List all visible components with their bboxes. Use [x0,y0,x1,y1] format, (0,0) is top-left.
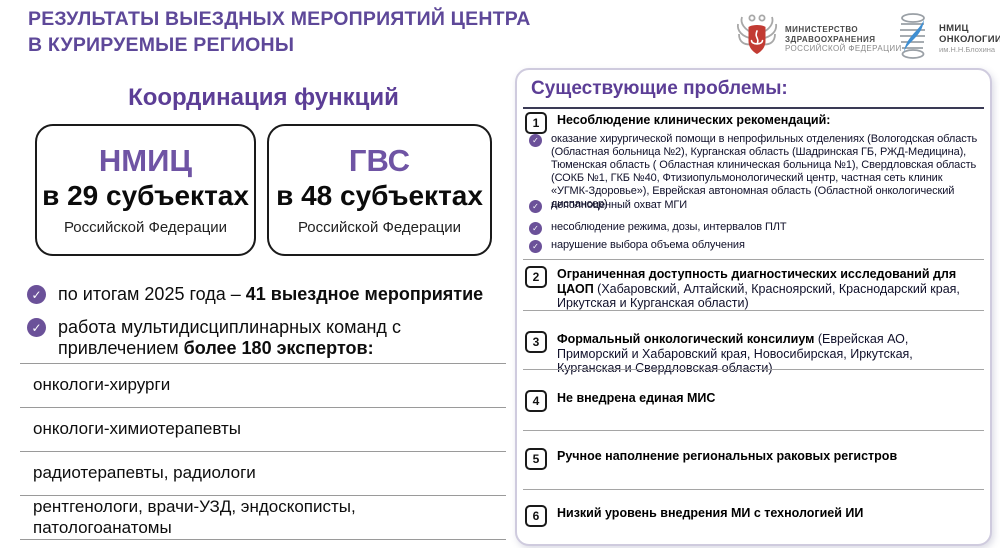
problems-heading: Существующие проблемы: [531,78,788,99]
card-gvs: ГВС в 48 субъектах Российской Федерации [267,124,492,256]
problem-item-3: 3 Формальный онкологический консилиум (Е… [525,331,980,376]
problem-6-bold: Низкий уровень внедрения МИ с технологие… [557,506,864,520]
nmic-line1: НМИЦ [939,22,969,34]
card-nmic: НМИЦ в 29 субъектах Российской Федерации [35,124,256,256]
problem-3-text: Формальный онкологический консилиум (Евр… [557,331,980,376]
card-nmic-org: НМИЦ [98,142,193,178]
nmic-line3: им.Н.Н.Блохина [939,45,996,55]
coordination-heading: Координация функций [128,84,399,111]
bullet-experts: ✓ работа мультидисциплинарных команд с п… [27,317,492,359]
bullet-experts-bold: более 180 экспертов: [183,338,374,358]
heading-divider [523,107,984,109]
problems-panel: Существующие проблемы: 1 Несоблюдение кл… [515,68,992,546]
problem-number-badge: 4 [525,390,547,412]
problem-item-1: 1 Несоблюдение клинических рекомендаций: [525,112,980,134]
specialist-row: онкологи-химиотерапевты [20,408,506,452]
problem-2-bold: Ограниченная доступность диагностических… [557,267,957,296]
checkmark-icon: ✓ [27,318,46,337]
bullet-events-text: по итогам 2025 года – 41 выездное меропр… [58,284,483,305]
problem-6-text: Низкий уровень внедрения МИ с технологие… [557,505,863,521]
specialist-row: рентгенологи, врачи-УЗД, эндоскописты, п… [20,496,506,540]
problem-2-text: Ограниченная доступность диагностических… [557,266,980,311]
checkmark-icon: ✓ [529,134,542,147]
nmic-logo: НМИЦ ОНКОЛОГИИ им.Н.Н.Блохина [893,11,1000,66]
problem-4-bold: Не внедрена единая МИС [557,391,716,405]
problem-1-subitem: ✓ неполноценный охват МГИ [529,199,982,213]
ministry-logo-text: МИНИСТЕРСТВО ЗДРАВООХРАНЕНИЯ РОССИЙСКОЙ … [785,25,902,54]
bullet-events-bold: 41 выездное мероприятие [245,284,484,304]
checkmark-icon: ✓ [529,240,542,253]
problem-1-subitem-text: оказание хирургической помощи в непрофил… [551,133,978,210]
problem-4-text: Не внедрена единая МИС [557,390,715,406]
specialist-row: радиотерапевты, радиологи [20,452,506,496]
bullet-experts-text: работа мультидисциплинарных команд с при… [58,317,492,359]
checkmark-icon: ✓ [27,285,46,304]
problem-item-6: 6 Низкий уровень внедрения МИ с технолог… [525,505,980,527]
card-gvs-subjects: в 48 субъектах [276,179,483,211]
problem-5-bold: Ручное наполнение региональных раковых р… [557,449,898,463]
specialist-row: онкологи-хирурги [20,364,506,408]
card-nmic-caption: Российской Федерации [63,219,228,237]
problem-1-subitem-text: нарушение выбора объема облучения [551,239,745,251]
card-gvs-org: ГВС [348,142,411,178]
divider [523,489,984,490]
page-title-line2: В КУРИРУЕМЫЕ РЕГИОНЫ [28,34,295,56]
ministry-line3: РОССИЙСКОЙ ФЕДЕРАЦИИ [785,44,902,54]
divider [523,310,984,311]
ministry-line2: ЗДРАВООХРАНЕНИЯ [785,34,876,44]
nmic-line2: ОНКОЛОГИИ [939,34,1000,45]
checkmark-icon: ✓ [529,200,542,213]
ministry-logo: МИНИСТЕРСТВО ЗДРАВООХРАНЕНИЯ РОССИЙСКОЙ … [735,12,902,67]
card-gvs-caption: Российской Федерации [297,219,462,237]
specialists-table: онкологи-хирурги онкологи-химиотерапевты… [20,363,506,540]
problem-5-text: Ручное наполнение региональных раковых р… [557,448,897,464]
page-title-line1: РЕЗУЛЬТАТЫ ВЫЕЗДНЫХ МЕРОПРИЯТИЙ ЦЕНТРА [28,8,531,30]
problem-1-subitem: ✓ несоблюдение режима, дозы, интервалов … [529,221,982,235]
problem-number-badge: 2 [525,266,547,288]
problem-number-badge: 3 [525,331,547,353]
bullet-events: ✓ по итогам 2025 года – 41 выездное меро… [27,284,492,305]
problem-item-4: 4 Не внедрена единая МИС [525,390,980,412]
bullet-experts-prefix: работа мультидисциплинарных команд с при… [58,317,401,358]
problem-number-badge: 1 [525,112,547,134]
divider [523,430,984,431]
card-nmic-subjects: в 29 субъектах [42,179,249,211]
divider [523,259,984,260]
problem-3-bold: Формальный онкологический консилиум [557,332,815,346]
nmic-spiral-icon [893,11,933,66]
page-title: РЕЗУЛЬТАТЫ ВЫЕЗДНЫХ МЕРОПРИЯТИЙ ЦЕНТРА В… [28,6,531,58]
problem-number-badge: 5 [525,448,547,470]
problem-item-5: 5 Ручное наполнение региональных раковых… [525,448,980,470]
ministry-line1: МИНИСТЕРСТВО [785,25,859,35]
problem-1-subitem: ✓ нарушение выбора объема облучения [529,239,982,253]
nmic-logo-text: НМИЦ ОНКОЛОГИИ им.Н.Н.Блохина [939,23,1000,55]
bullet-events-prefix: по итогам 2025 года – [58,284,246,304]
ministry-eagle-icon [735,12,779,67]
divider [523,369,984,370]
problem-number-badge: 6 [525,505,547,527]
checkmark-icon: ✓ [529,222,542,235]
problem-3-rest: (Еврейская АО, Приморский и Хабаровский … [557,332,913,375]
problem-1-subitem: ✓ оказание хирургической помощи в непроф… [529,133,982,211]
problem-1-bold: Несоблюдение клинических рекомендаций: [557,113,831,127]
problem-1-subitem-text: несоблюдение режима, дозы, интервалов ПЛ… [551,221,787,233]
problem-item-2: 2 Ограниченная доступность диагностическ… [525,266,980,311]
problem-1-subitem-text: неполноценный охват МГИ [551,199,688,211]
problem-1-text: Несоблюдение клинических рекомендаций: [557,112,830,128]
problem-2-rest: (Хабаровский, Алтайский, Красноярский, К… [557,281,960,311]
